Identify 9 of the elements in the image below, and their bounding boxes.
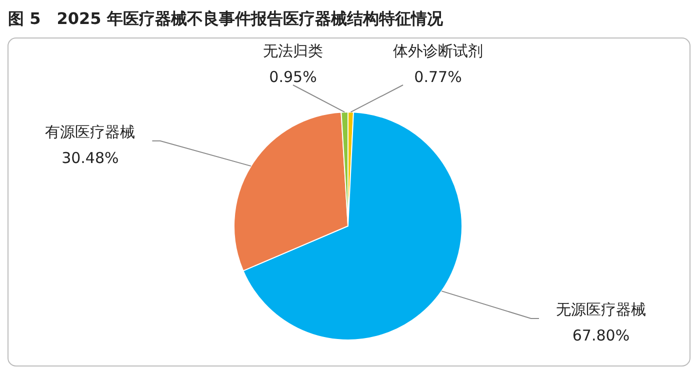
slice-label: 有源医疗器械 [45,122,136,141]
data-label: 30.48% [62,148,119,167]
slice-label: 体外诊断试剂 [393,42,483,60]
data-label: 0.77% [414,68,462,86]
slice-label: 无源医疗器械 [556,300,646,318]
data-label: 67.80% [572,326,630,344]
chart-title: 图 5 2025 年医疗器械不良事件报告医疗器械结构特征情况 [8,9,444,28]
slice-label: 无法归类 [263,42,323,60]
data-label: 0.95% [269,68,317,86]
